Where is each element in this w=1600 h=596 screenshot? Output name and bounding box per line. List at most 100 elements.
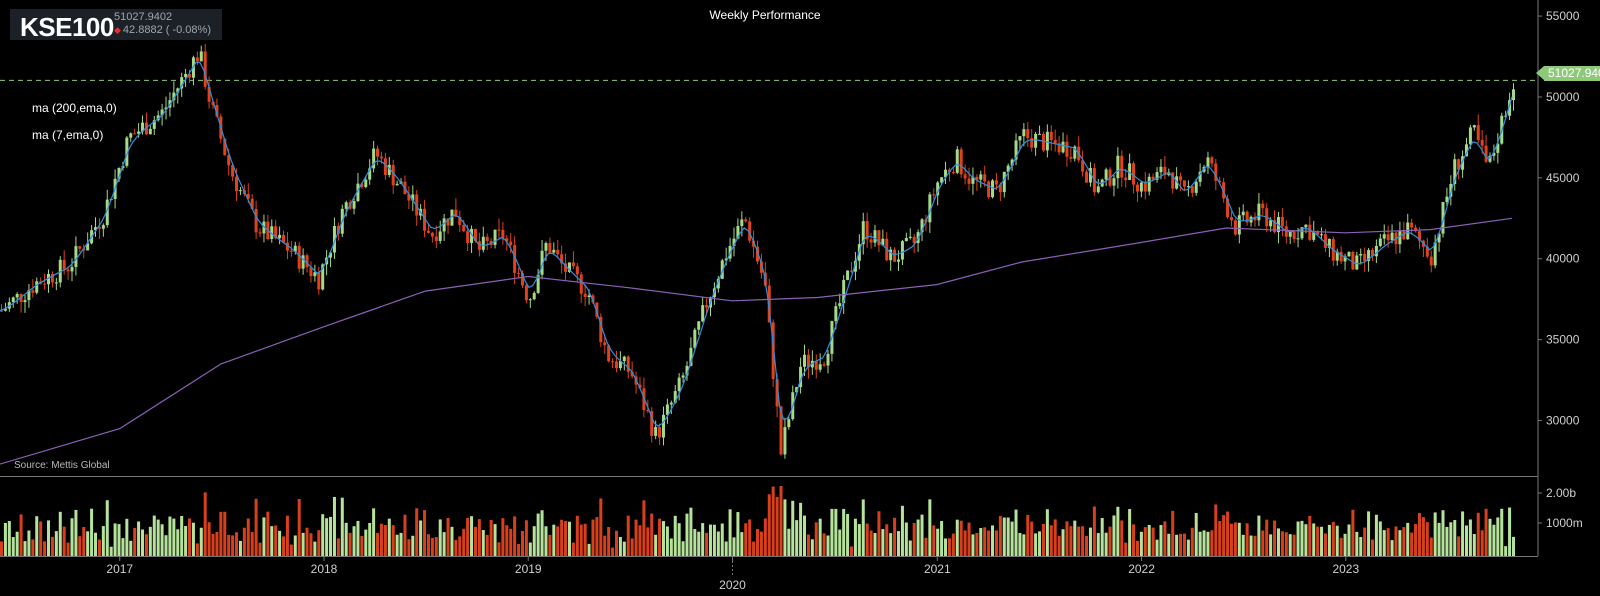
volume-bar xyxy=(86,531,90,556)
volume-bar xyxy=(352,526,356,556)
candle-down xyxy=(1053,140,1057,144)
candle-down xyxy=(203,51,207,87)
candle-down xyxy=(62,259,66,270)
volume-bar xyxy=(963,530,967,556)
candle-up xyxy=(438,231,442,241)
candle-up xyxy=(23,300,27,303)
candle-up xyxy=(1128,163,1132,181)
volume-bar xyxy=(1198,531,1202,556)
volume-bar xyxy=(509,528,513,556)
volume-bar xyxy=(626,515,630,556)
volume-bar xyxy=(11,537,15,556)
volume-bar xyxy=(1425,522,1429,556)
volume-bar xyxy=(152,515,156,556)
candle-up xyxy=(900,241,904,260)
candle-up xyxy=(199,51,203,62)
volume-bar xyxy=(262,517,266,556)
volume-bar xyxy=(1159,525,1163,556)
candle-down xyxy=(556,249,560,255)
volume-bar xyxy=(1304,524,1308,556)
volume-bar xyxy=(191,522,195,556)
volume-bar xyxy=(673,515,677,556)
volume-bar xyxy=(274,525,278,556)
candle-down xyxy=(309,267,313,277)
candle-up xyxy=(1014,140,1018,160)
volume-bar xyxy=(1108,526,1112,556)
volume-bar xyxy=(1292,534,1296,556)
volume-bar xyxy=(360,535,364,556)
volume-bar xyxy=(869,530,873,556)
volume-bar xyxy=(137,521,141,556)
candle-up xyxy=(1045,131,1049,151)
volume-bar xyxy=(1378,521,1382,556)
volume-bar xyxy=(148,526,152,556)
volume-bar xyxy=(1320,526,1324,556)
volume-bar xyxy=(728,509,732,556)
candle-down xyxy=(215,104,219,117)
candle-up xyxy=(834,306,838,322)
volume-bar xyxy=(1351,509,1355,556)
candle-down xyxy=(1143,182,1147,192)
candle-up xyxy=(1464,144,1468,157)
volume-tick-label: 2.00b xyxy=(1546,486,1576,500)
volume-bar xyxy=(1061,529,1065,556)
candle-down xyxy=(850,270,854,272)
candle-down xyxy=(767,285,771,323)
price-tick-label: 45000 xyxy=(1546,171,1580,185)
ma7-line xyxy=(0,61,1513,427)
volume-bar xyxy=(505,525,509,556)
volume-bar xyxy=(1335,525,1339,556)
volume-bar xyxy=(23,541,27,556)
candle-down xyxy=(771,322,775,380)
candle-down xyxy=(223,138,227,156)
candle-down xyxy=(317,272,321,290)
volume-bar xyxy=(846,513,850,556)
candle-up xyxy=(1304,224,1308,228)
volume-bar xyxy=(716,531,720,556)
volume-bar xyxy=(415,508,419,556)
candle-up xyxy=(368,168,372,180)
volume-bar xyxy=(501,518,505,556)
candle-down xyxy=(1351,251,1355,270)
candle-down xyxy=(975,176,979,180)
volume-bar xyxy=(822,533,826,556)
candle-down xyxy=(285,242,289,251)
volume-bar xyxy=(720,523,724,556)
volume-bar xyxy=(873,533,877,556)
candle-up xyxy=(1088,168,1092,183)
volume-bar xyxy=(575,515,579,556)
candle-down xyxy=(250,198,254,209)
time-tick-label: 2018 xyxy=(311,562,338,576)
candle-up xyxy=(1061,141,1065,153)
candle-up xyxy=(3,308,7,311)
volume-bar xyxy=(364,529,368,556)
volume-bar xyxy=(94,532,98,556)
volume-bar xyxy=(1410,532,1414,556)
volume-bar xyxy=(1331,521,1335,556)
volume-bar xyxy=(336,538,340,556)
volume-bar xyxy=(1182,533,1186,556)
candle-down xyxy=(1030,138,1034,148)
volume-bar xyxy=(180,515,184,556)
volume-bar xyxy=(881,529,885,556)
candle-up xyxy=(1355,255,1359,270)
volume-bar xyxy=(1316,526,1320,556)
candle-up xyxy=(105,199,109,226)
candle-down xyxy=(19,293,23,303)
volume-bar xyxy=(1014,509,1018,556)
candle-up xyxy=(1116,155,1120,179)
candle-up xyxy=(356,183,360,202)
candle-down xyxy=(207,86,211,102)
candle-down xyxy=(97,227,101,229)
candle-down xyxy=(360,183,364,188)
candle-up xyxy=(1300,227,1304,239)
legend-ma7: ma (7,ema,0) xyxy=(32,128,104,142)
volume-bar xyxy=(548,534,552,556)
volume-bar xyxy=(1359,537,1363,556)
candle-up xyxy=(15,293,19,298)
volume-bar xyxy=(1151,527,1155,556)
volume-bar xyxy=(203,492,207,556)
volume-bar xyxy=(767,494,771,556)
volume-bar xyxy=(724,541,728,556)
volume-bar xyxy=(450,526,454,556)
